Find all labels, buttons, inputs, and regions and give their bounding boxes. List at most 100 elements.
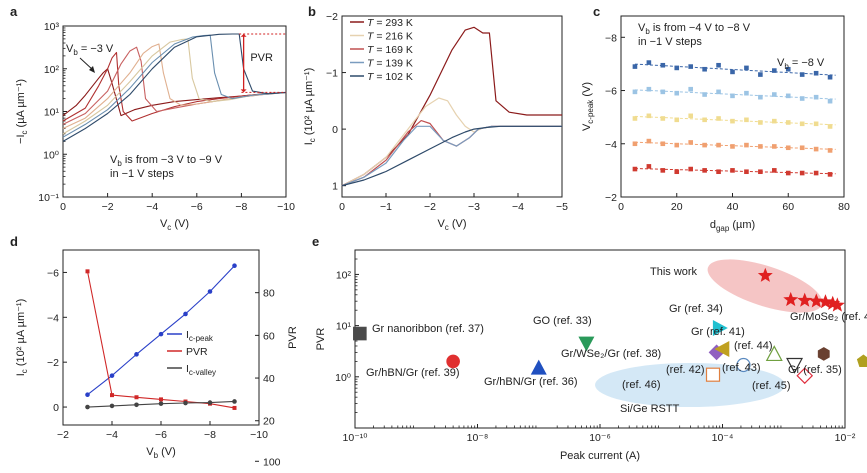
pvr-label: PVR: [250, 52, 273, 64]
data-point-vb-8: [772, 68, 777, 73]
x-tick-label: −4: [146, 201, 158, 213]
data-point-vb-7: [716, 89, 721, 95]
legend-entry: Ic-valley: [186, 363, 216, 377]
x-axis-title: Peak current (A): [560, 450, 640, 462]
si-ge-rstt-label: Si/Ge RSTT: [620, 403, 680, 415]
data-point-vb-6: [632, 116, 638, 121]
y-tick-label: −4: [47, 312, 59, 324]
data-point-vb-5: [716, 142, 721, 148]
x-axis-title: dgap (µm): [710, 219, 755, 233]
point-I_c-valley: [158, 401, 164, 406]
data-point-vb-4: [744, 169, 749, 175]
marker--ref-44-: [765, 345, 783, 362]
y-axis-title: Vc-peak (V): [581, 82, 595, 131]
vb-step-label: in −1 V steps: [110, 168, 174, 180]
point-I_c-valley: [183, 400, 188, 406]
panel-letter-d: d: [10, 234, 18, 249]
x-tick-label: −6: [155, 429, 167, 441]
curve-T-139-K: [341, 125, 562, 187]
data-point-vb-5: [744, 142, 749, 148]
point-label: Gr (ref. 34): [669, 303, 723, 315]
data-point-vb-5: [688, 140, 693, 145]
data-point-vb-5: [813, 146, 819, 152]
data-point-vb-7: [827, 98, 833, 104]
panel-letter-c: c: [593, 4, 600, 19]
data-point-vb-6: [827, 124, 833, 129]
y-tick-label: 80: [263, 288, 275, 300]
marker--ref-45-: [796, 367, 814, 385]
data-point-vb-7: [646, 86, 652, 92]
data-point-vb-8: [785, 66, 791, 72]
data-point-vb-8: [716, 62, 721, 68]
vb-arrow: [79, 57, 94, 71]
y-tick-label: 10⁰: [43, 149, 60, 161]
vb-range-label: Vb is from −4 V to −8 V: [638, 22, 751, 36]
data-point-vb-7: [758, 94, 763, 100]
x-tick-label: −6: [191, 201, 203, 213]
data-point-vb-8: [688, 64, 693, 69]
data-point-vb-8: [827, 74, 833, 80]
y-tick-label: 10⁻¹: [38, 192, 59, 204]
y-tick-label: −4: [605, 139, 617, 151]
point-PVR: [85, 269, 90, 274]
x-tick-label: −5: [556, 201, 568, 213]
y-tick-label: −6: [47, 267, 59, 279]
point-label: Gr nanoribbon (ref. 37): [372, 323, 484, 335]
curve-vb-7: [62, 38, 287, 135]
data-point-vb-4: [813, 170, 819, 176]
x-tick-label: 10⁻⁸: [467, 432, 489, 444]
data-point-vb-6: [785, 120, 791, 125]
data-point-vb-5: [827, 148, 833, 153]
data-point-vb-4: [772, 168, 777, 173]
marker-Gr-hBN-Gr-ref-39-: [446, 354, 460, 369]
point-label: GO (ref. 33): [533, 315, 592, 327]
y-tick-label: −8: [605, 32, 617, 44]
y-tick-label: −2: [47, 357, 59, 369]
panel-letter-b: b: [308, 4, 316, 19]
data-point-vb-8: [646, 60, 652, 65]
legend-entry: T = 102 K: [367, 71, 413, 83]
point-I_c-peak: [85, 392, 90, 398]
x-tick-label: 10⁻¹⁰: [343, 432, 369, 444]
data-point-vb-6: [716, 116, 721, 121]
point-PVR: [159, 397, 163, 402]
data-point-vb-6: [758, 120, 763, 125]
vb-step-label: in −1 V steps: [638, 36, 702, 48]
point-I_c-peak: [109, 373, 115, 378]
marker-GO-ref-33-: [578, 336, 595, 352]
panel-letter-a: a: [10, 4, 18, 19]
x-tick-label: −4: [512, 201, 524, 213]
data-point-vb-4: [730, 168, 735, 173]
data-point-vb-4: [785, 170, 791, 176]
data-point-vb-8: [799, 72, 805, 77]
point-I_c-valley: [207, 400, 213, 405]
data-point-vb-5: [702, 142, 707, 148]
y-tick-label: 10³: [44, 21, 60, 33]
marker-this-work: [757, 267, 773, 282]
data-point-vb-5: [660, 141, 666, 147]
data-point-vb-7: [702, 92, 707, 97]
x-tick-label: 20: [671, 201, 683, 213]
data-point-vb-8: [813, 70, 819, 76]
data-point-vb-7: [799, 96, 805, 101]
vb-label: Vb = −8 V: [777, 57, 825, 71]
panel-b: b0 −1 −2 −3 −4 −510−1−2 T = 293 KT = 216 KT = …: [303, 4, 568, 232]
data-point-vb-6: [813, 121, 819, 127]
y-tick-label: 10⁰: [335, 372, 352, 384]
si-ge-rstt-region: [595, 363, 785, 407]
y-tick-label: −1: [326, 68, 338, 80]
y-tick-label: −2: [605, 192, 617, 204]
y-tick-label: 10²: [336, 269, 352, 281]
data-point-vb-8: [702, 66, 707, 72]
data-point-vb-6: [730, 118, 735, 124]
pvr-arrow-head: [240, 89, 247, 93]
marker--ref-42-: [736, 357, 751, 373]
point-label: Gr (ref. 41): [691, 326, 745, 338]
data-point-vb-4: [674, 169, 680, 175]
y-tick-label: 40: [263, 373, 275, 385]
point-PVR: [110, 393, 114, 398]
y-tick-label: −6: [605, 86, 617, 98]
data-point-vb-7: [674, 90, 680, 96]
y-tick-label: 20: [263, 416, 275, 428]
